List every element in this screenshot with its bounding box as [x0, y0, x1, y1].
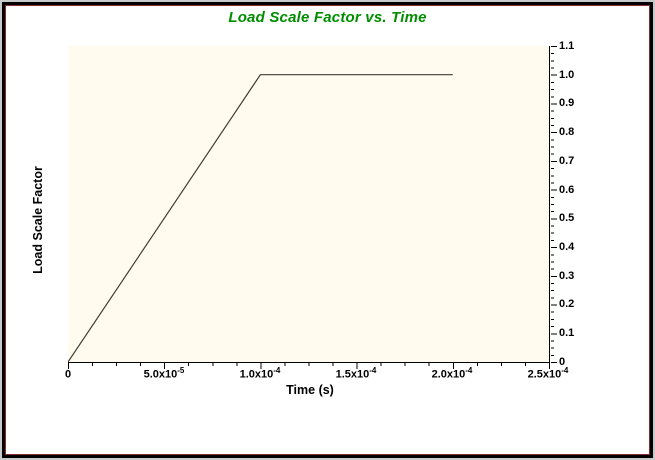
- series-plot: [68, 74, 453, 362]
- y-tick-label-0.1: 0.1: [559, 327, 575, 339]
- x-tick-label-1: 5.0x10-5: [143, 366, 185, 381]
- y-axis-major-ticks: [551, 46, 557, 363]
- chart-title: Load Scale Factor vs. Time: [228, 9, 427, 26]
- y-tick-label-0: 0: [559, 356, 566, 368]
- x-tick-label-4: 2.0x10-4: [431, 366, 473, 381]
- y-tick-label-1.1: 1.1: [559, 40, 575, 52]
- load-scale-factor-line: [68, 74, 453, 362]
- y-tick-label-0.7: 0.7: [559, 155, 575, 167]
- x-tick-label-0: 0: [64, 368, 72, 381]
- y-tick-label-0.3: 0.3: [559, 270, 575, 282]
- x-tick-label-3: 1.5x10-4: [335, 366, 377, 381]
- x-tick-label-5: 2.5x10-4: [527, 366, 569, 381]
- y-tick-label-0.2: 0.2: [559, 298, 575, 310]
- plot-area: [68, 46, 550, 363]
- y-tick-label-1.0: 1.0: [559, 69, 575, 81]
- y-tick-label-0.4: 0.4: [559, 241, 575, 253]
- y-tick-label-0.9: 0.9: [559, 97, 575, 109]
- y-axis-title: Load Scale Factor: [31, 166, 45, 274]
- y-tick-label-0.5: 0.5: [559, 212, 575, 224]
- x-axis-major-ticks: [68, 363, 550, 369]
- x-tick-label-2: 1.0x10-4: [239, 366, 281, 381]
- y-tick-label-0.6: 0.6: [559, 184, 575, 196]
- x-axis-title: Time (s): [286, 383, 334, 397]
- y-tick-label-0.8: 0.8: [559, 126, 575, 138]
